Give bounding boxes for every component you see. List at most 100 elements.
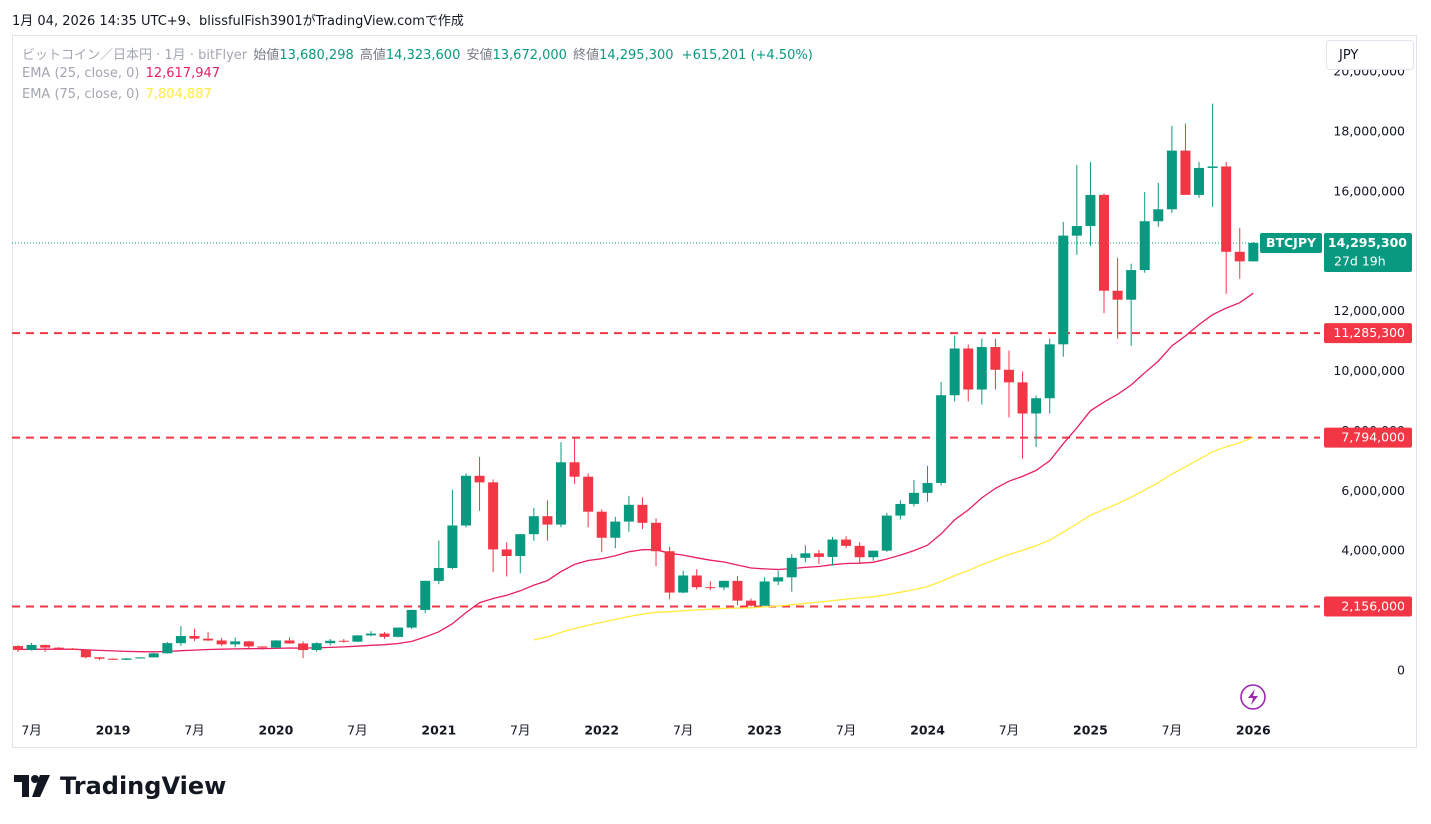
candle-body (705, 587, 716, 589)
brand-name: TradingView (60, 772, 227, 800)
candle-body (135, 657, 146, 659)
change-label: +615,201 (+4.50%) (681, 48, 813, 63)
candle-body (108, 658, 119, 660)
candle-body (488, 482, 499, 550)
candle-body (990, 347, 1001, 370)
ohlc-label: 終値 (573, 48, 600, 63)
candle-body (759, 581, 770, 606)
candle-body (298, 643, 309, 651)
x-tick-label: 2022 (584, 723, 619, 738)
candle-body (379, 633, 390, 637)
candle-body (1071, 226, 1082, 236)
candle-body (216, 640, 227, 645)
ema-line (17, 292, 1254, 653)
x-tick-label: 7月 (673, 723, 693, 738)
x-tick-label: 7月 (184, 723, 204, 738)
candle-body (420, 580, 431, 610)
candle-body (80, 649, 91, 658)
candle-body (664, 551, 675, 593)
ohlc-label: 高値 (359, 48, 386, 63)
candle-body (189, 635, 200, 639)
candle-body (433, 568, 444, 581)
symbol-badge (1260, 232, 1322, 253)
candle-body (596, 511, 607, 538)
candle-body (352, 635, 363, 642)
candle-body (976, 347, 987, 390)
candle-body (1153, 209, 1164, 222)
ohlc-label: 始値 (253, 48, 280, 63)
y-tick-label: 18,000,000 (1333, 124, 1405, 139)
candle-body (1139, 221, 1150, 271)
brand: TradingView (14, 772, 226, 800)
candle-body (827, 539, 838, 557)
chart-frame (12, 35, 1417, 748)
candle-body (1234, 251, 1245, 262)
caption: 1月 04, 2026 14:35 UTC+9、blissfulFish3901… (12, 14, 464, 29)
candle-body (1180, 150, 1191, 195)
ohlc-legend: ビットコイン／日本円 · 1月 · bitFlyer 始値13,680,298 … (22, 44, 815, 63)
x-tick-label: 7月 (347, 723, 367, 738)
candle-body (365, 633, 376, 636)
candle-body (162, 643, 173, 654)
candle-body (175, 635, 186, 644)
ohlc-value: 14,323,600 (385, 48, 461, 63)
ema-name: EMA (25, close, 0) (22, 66, 140, 81)
candle-body (732, 580, 743, 601)
candle-body (393, 627, 404, 637)
candle-body (474, 475, 485, 483)
currency-button[interactable]: JPY (1326, 40, 1414, 70)
candle-body (1003, 369, 1014, 383)
candle-body (230, 641, 241, 645)
y-tick-label: 10,000,000 (1333, 363, 1405, 378)
candle-body (908, 492, 919, 504)
candle-body (610, 521, 621, 538)
candle-body (922, 482, 933, 493)
candle-body (406, 609, 417, 628)
brand-logo (14, 775, 50, 797)
candle-body (1031, 398, 1042, 414)
candle-body (691, 575, 702, 588)
x-tick-label: 2021 (421, 723, 456, 738)
candle-body (284, 640, 295, 644)
symbol-badge-label: BTCJPY (1266, 235, 1317, 250)
ema-value: 7,804,887 (145, 87, 212, 102)
candle-body (243, 641, 254, 647)
candle-body (257, 646, 268, 648)
x-tick-label: 2026 (1236, 723, 1271, 738)
candle-body (515, 534, 526, 557)
candle-body (53, 647, 64, 649)
x-tick-label: 2025 (1073, 723, 1108, 738)
candle-body (895, 503, 906, 516)
price-badge-label: 11,285,300 (1333, 325, 1405, 340)
y-tick-label: 6,000,000 (1341, 483, 1405, 498)
x-tick-label: 7月 (999, 723, 1019, 738)
y-tick-label: 12,000,000 (1333, 303, 1405, 318)
candle-body (868, 550, 879, 558)
x-tick-label: 7月 (510, 723, 530, 738)
candle-body (1207, 166, 1218, 168)
candle-body (1194, 167, 1205, 195)
candle-body (556, 462, 566, 525)
candle-body (936, 395, 947, 483)
candle-body (1058, 235, 1069, 345)
ohlc-value: 13,672,000 (492, 48, 567, 63)
candle-body (678, 575, 689, 593)
x-tick-label: 2020 (259, 723, 294, 738)
x-tick-label: 7月 (1162, 723, 1182, 738)
price-badge-label: 7,794,000 (1341, 430, 1405, 445)
ema-value: 12,617,947 (145, 66, 221, 81)
candle-body (651, 522, 662, 552)
price-badge-label: 2,156,000 (1341, 598, 1405, 613)
alert-icon[interactable] (1240, 684, 1266, 710)
ohlc-value: 13,680,298 (279, 48, 354, 63)
candle-body (881, 515, 892, 551)
candle-body (773, 577, 784, 582)
y-tick-label: 0 (1397, 663, 1405, 678)
candle-body (637, 504, 648, 523)
candle-body (501, 549, 512, 557)
candle-body (718, 580, 729, 588)
ohlc-values: 始値13,680,298 高値14,323,600 安値13,672,000 終… (253, 48, 679, 63)
y-tick-label: 16,000,000 (1333, 183, 1405, 198)
candle-body (1044, 344, 1055, 399)
x-tick-label: 7月 (21, 723, 41, 738)
